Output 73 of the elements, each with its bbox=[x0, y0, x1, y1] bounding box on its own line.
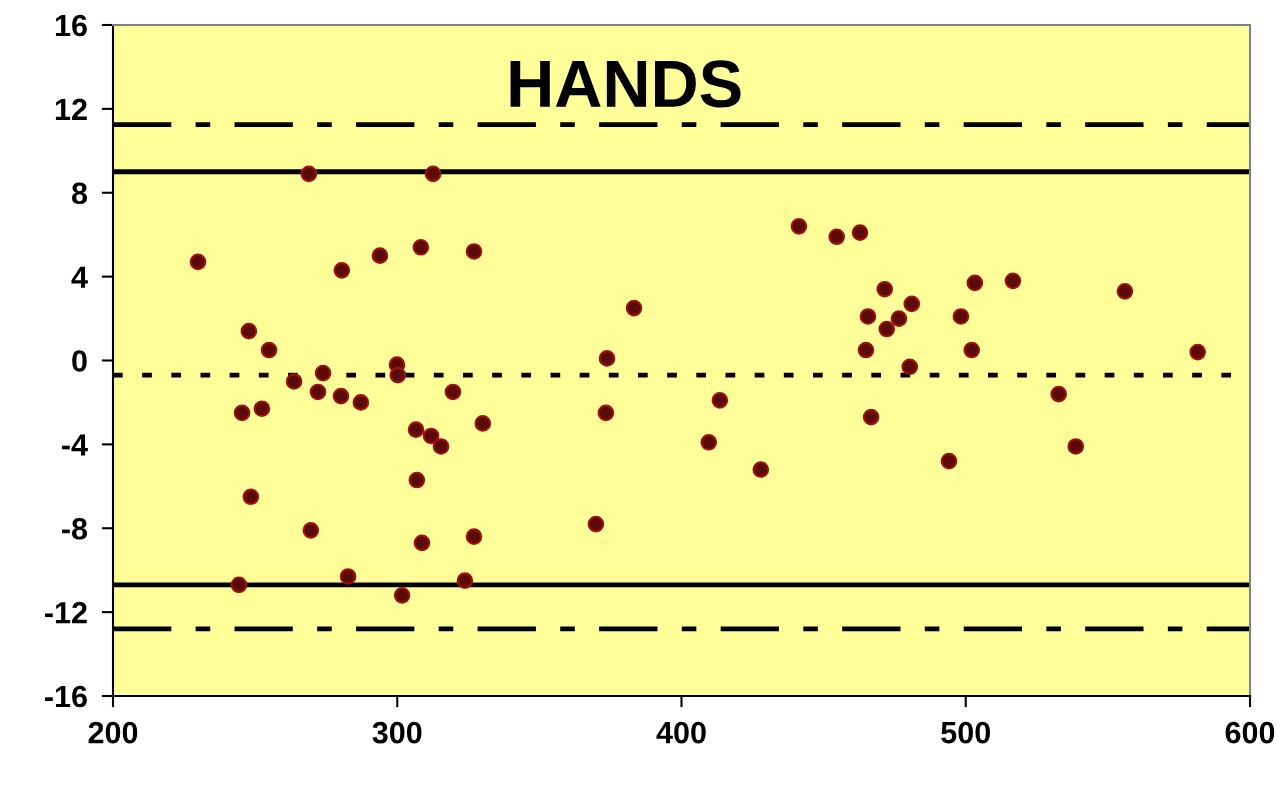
point bbox=[828, 228, 846, 246]
point bbox=[790, 217, 808, 235]
point bbox=[260, 341, 278, 359]
point bbox=[422, 427, 440, 445]
x-tick-label: 500 bbox=[941, 721, 990, 744]
point bbox=[1050, 385, 1068, 403]
point bbox=[876, 280, 894, 298]
point bbox=[285, 373, 303, 390]
y-tick-label: -4 bbox=[62, 434, 88, 456]
point bbox=[309, 383, 327, 401]
point bbox=[302, 522, 320, 539]
point bbox=[300, 165, 318, 183]
point bbox=[890, 310, 908, 327]
point bbox=[240, 322, 258, 340]
x-tick-label: 400 bbox=[656, 721, 706, 744]
y-tick-label: 4 bbox=[71, 266, 88, 288]
point bbox=[352, 394, 370, 411]
point bbox=[407, 421, 425, 439]
point bbox=[253, 400, 271, 418]
point bbox=[1067, 438, 1085, 455]
point bbox=[412, 238, 430, 256]
point bbox=[189, 253, 207, 271]
y-tick-label: -8 bbox=[62, 517, 88, 540]
point bbox=[333, 262, 351, 279]
y-tick-label: 12 bbox=[55, 98, 87, 120]
y-tick-label: -16 bbox=[45, 685, 87, 708]
point bbox=[1116, 282, 1134, 300]
point bbox=[598, 350, 616, 367]
point bbox=[456, 572, 474, 589]
point bbox=[413, 534, 431, 552]
y-tick-label: 0 bbox=[72, 350, 87, 372]
point bbox=[314, 364, 332, 382]
point bbox=[963, 341, 981, 359]
point bbox=[332, 387, 350, 405]
point bbox=[597, 404, 615, 422]
point bbox=[424, 165, 442, 183]
point bbox=[1189, 343, 1207, 361]
x-tick-label: 200 bbox=[88, 721, 138, 744]
point bbox=[432, 438, 450, 455]
point bbox=[940, 452, 958, 470]
point bbox=[587, 515, 605, 533]
x-tick-label: 600 bbox=[1225, 721, 1275, 744]
point bbox=[700, 433, 718, 451]
point bbox=[408, 471, 426, 489]
point bbox=[474, 415, 492, 432]
point bbox=[752, 461, 770, 478]
point bbox=[242, 488, 260, 506]
point bbox=[233, 404, 251, 422]
point bbox=[862, 408, 880, 426]
point bbox=[711, 392, 729, 409]
y-tick-label: 8 bbox=[71, 182, 88, 205]
point bbox=[966, 274, 984, 292]
point bbox=[230, 576, 248, 594]
point bbox=[859, 308, 877, 325]
y-tick-label: 16 bbox=[55, 14, 87, 37]
point bbox=[465, 528, 483, 545]
point bbox=[878, 320, 896, 338]
y-tick-label: -12 bbox=[45, 601, 87, 624]
point bbox=[393, 587, 411, 604]
chart-title: HANDS bbox=[510, 60, 741, 108]
point bbox=[339, 568, 357, 585]
point bbox=[857, 341, 875, 359]
point bbox=[371, 247, 389, 264]
point bbox=[625, 299, 643, 317]
point bbox=[444, 383, 462, 401]
point bbox=[903, 295, 921, 313]
point bbox=[952, 308, 970, 325]
point bbox=[389, 366, 407, 384]
point bbox=[465, 243, 483, 260]
point bbox=[1004, 272, 1022, 290]
point bbox=[851, 224, 869, 241]
point bbox=[901, 358, 919, 376]
x-tick-label: 300 bbox=[372, 721, 422, 744]
